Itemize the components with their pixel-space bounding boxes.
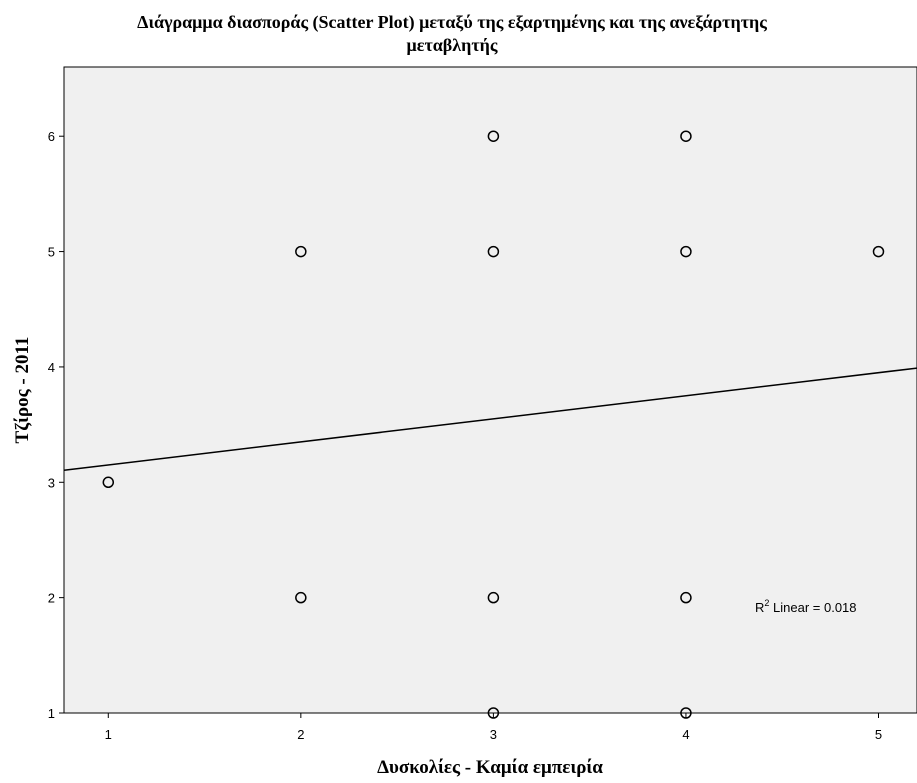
y-tick-label: 4 [48,360,55,375]
data-point [680,707,692,719]
x-tick-label: 3 [490,727,497,742]
data-point [487,130,500,142]
regression-line [63,367,917,472]
x-tick-label: 4 [682,727,689,742]
x-axis-title: Δυσκολίες - Καμία εμπειρία [377,757,603,778]
y-tick-label: 6 [48,129,55,144]
data-point [872,245,885,258]
chart-title-line1: Διάγραμμα διασποράς (Scatter Plot) μεταξ… [137,12,767,33]
data-points [102,130,885,719]
data-point [295,591,307,604]
data-point [680,245,692,258]
y-axis: 1 2 3 4 5 6 [48,129,64,721]
y-tick-label: 5 [48,245,55,260]
data-point [487,591,500,604]
x-tick-label: 1 [105,727,112,742]
y-tick-label: 1 [48,706,55,721]
y-axis-title: Τζίρος - 2011 [12,337,33,444]
data-point [487,707,500,719]
x-axis: 1 2 3 4 5 [105,713,882,742]
r-squared-annotation: R2 Linear = 0.018 [755,598,857,615]
fit-line-group [63,367,917,472]
data-point [680,591,692,604]
plot-area [63,66,917,714]
y-tick-label: 3 [48,475,55,490]
y-tick-label: 2 [48,591,55,606]
data-point [680,130,692,142]
x-tick-label: 2 [297,727,304,742]
chart-title-line2: μεταβλητής [407,35,498,55]
data-point [487,245,500,258]
data-point [295,245,307,258]
data-point [102,476,115,489]
x-tick-label: 5 [875,727,882,742]
